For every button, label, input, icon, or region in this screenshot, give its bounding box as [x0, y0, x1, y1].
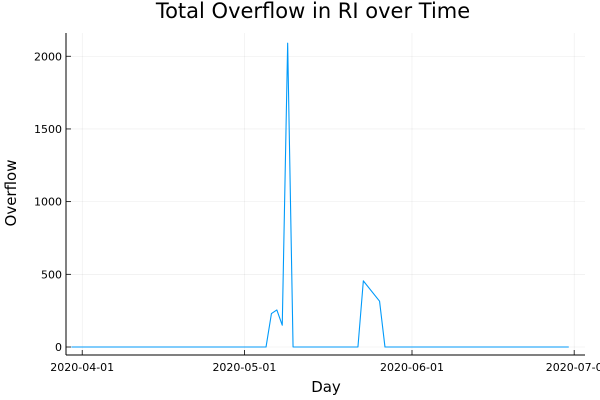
axes — [65, 33, 585, 356]
x-axis-label: Day — [311, 378, 341, 396]
x-tick-label: 2020-06-01 — [380, 361, 444, 374]
x-tick-label: 2020-04-01 — [50, 361, 114, 374]
tick-labels: 2020-04-01 2020-05-01 2020-06-01 2020-07-0 0… — [34, 50, 600, 374]
series-line — [71, 42, 569, 348]
y-axis-label: Overflow — [2, 160, 20, 227]
y-tick-label: 1500 — [34, 123, 62, 136]
x-tick-label: 2020-07-0 — [546, 361, 600, 374]
series-lines — [71, 42, 569, 348]
x-tick-label: 2020-05-01 — [212, 361, 276, 374]
y-tick-label: 1000 — [34, 196, 62, 209]
grid — [66, 33, 585, 355]
y-tick-label: 2000 — [34, 50, 62, 63]
chart-title: Total Overflow in RI over Time — [155, 0, 470, 23]
y-tick-label: 0 — [55, 341, 62, 354]
y-tick-label: 500 — [41, 268, 62, 281]
